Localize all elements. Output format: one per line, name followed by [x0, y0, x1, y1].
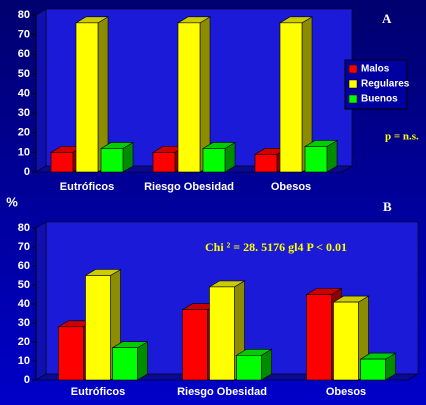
y-tick-label: 0	[24, 166, 30, 178]
annotation: B	[383, 199, 392, 214]
y-tick-label: 40	[18, 298, 30, 310]
bar	[202, 148, 226, 173]
x-tick-label: Eutróficos	[71, 386, 125, 398]
bar	[254, 154, 278, 173]
y-tick-label: 10	[18, 355, 30, 367]
y-tick-label: 50	[18, 68, 30, 80]
bar	[75, 22, 99, 173]
bar	[58, 326, 84, 381]
bar	[177, 22, 201, 173]
x-tick-label: Eutróficos	[60, 181, 114, 193]
y-axis-label: %	[6, 194, 18, 209]
annotation: Chi ² = 28. 5176 gl4 P < 0.01	[205, 240, 347, 254]
annotation: A	[382, 11, 392, 26]
x-tick-label: Riesgo Obesidad	[177, 386, 267, 398]
bar-side	[137, 341, 148, 381]
legend-swatch	[348, 79, 358, 89]
y-tick-label: 70	[18, 241, 30, 253]
y-tick-label: 20	[18, 127, 30, 139]
y-tick-label: 40	[18, 87, 30, 99]
bar	[304, 146, 328, 173]
bar	[182, 309, 208, 381]
legend-swatch	[348, 64, 358, 74]
bar	[152, 152, 176, 173]
y-tick-label: 30	[18, 107, 30, 119]
bar	[209, 286, 235, 381]
bar	[279, 22, 303, 173]
y-tick-label: 30	[18, 317, 30, 329]
bar	[360, 358, 386, 381]
legend-label: Buenos	[361, 94, 398, 105]
legend-label: Malos	[361, 64, 390, 75]
bar	[236, 354, 262, 381]
y-tick-label: 70	[18, 29, 30, 41]
y-tick-label: 60	[18, 260, 30, 272]
bar	[112, 347, 138, 381]
bar	[333, 301, 359, 381]
y-tick-label: 50	[18, 279, 30, 291]
x-tick-label: Obesos	[271, 181, 311, 193]
x-tick-label: Obesos	[326, 386, 366, 398]
annotation: p = n.s.	[385, 131, 419, 143]
plot-side-wall	[35, 221, 47, 381]
y-tick-label: 80	[18, 222, 30, 234]
bar	[306, 294, 332, 381]
y-tick-label: 60	[18, 48, 30, 60]
bar	[85, 275, 111, 381]
bar	[50, 152, 74, 173]
legend-swatch	[348, 94, 358, 104]
y-tick-label: 10	[18, 146, 30, 158]
legend-label: Regulares	[361, 79, 410, 90]
y-tick-label: 0	[24, 374, 30, 386]
y-tick-label: 20	[18, 336, 30, 348]
bar	[100, 148, 124, 173]
plot-side-wall	[35, 8, 47, 173]
x-tick-label: Riesgo Obesidad	[144, 181, 234, 193]
y-tick-label: 80	[18, 9, 30, 21]
